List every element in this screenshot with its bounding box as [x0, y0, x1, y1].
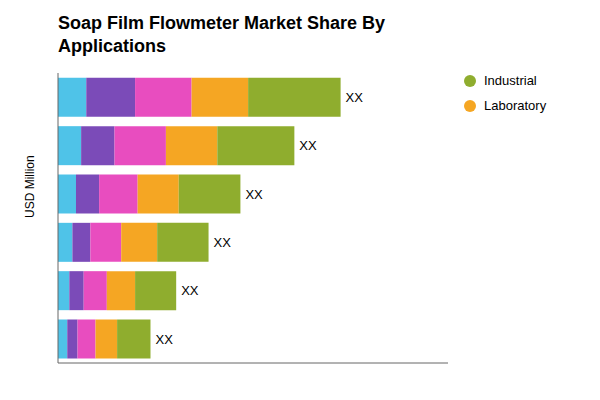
html-text:Laboratory: Laboratory: [484, 98, 547, 113]
svg-text:XX: XX: [214, 235, 232, 250]
svg-text:XX: XX: [181, 283, 199, 298]
svg-text:XX: XX: [155, 332, 173, 347]
html-text:Applications: Applications: [58, 35, 166, 56]
html-text:Soap Film Flowmeter Market Sha: Soap Film Flowmeter Market Share By: [58, 13, 386, 33]
svg-text:XX: XX: [299, 138, 317, 153]
html-text:Industrial: Industrial: [484, 73, 537, 88]
svg-text:XX: XX: [346, 90, 364, 105]
svg-text:XX: XX: [245, 187, 263, 202]
svg-text:USD Million: USD Million: [23, 155, 37, 218]
